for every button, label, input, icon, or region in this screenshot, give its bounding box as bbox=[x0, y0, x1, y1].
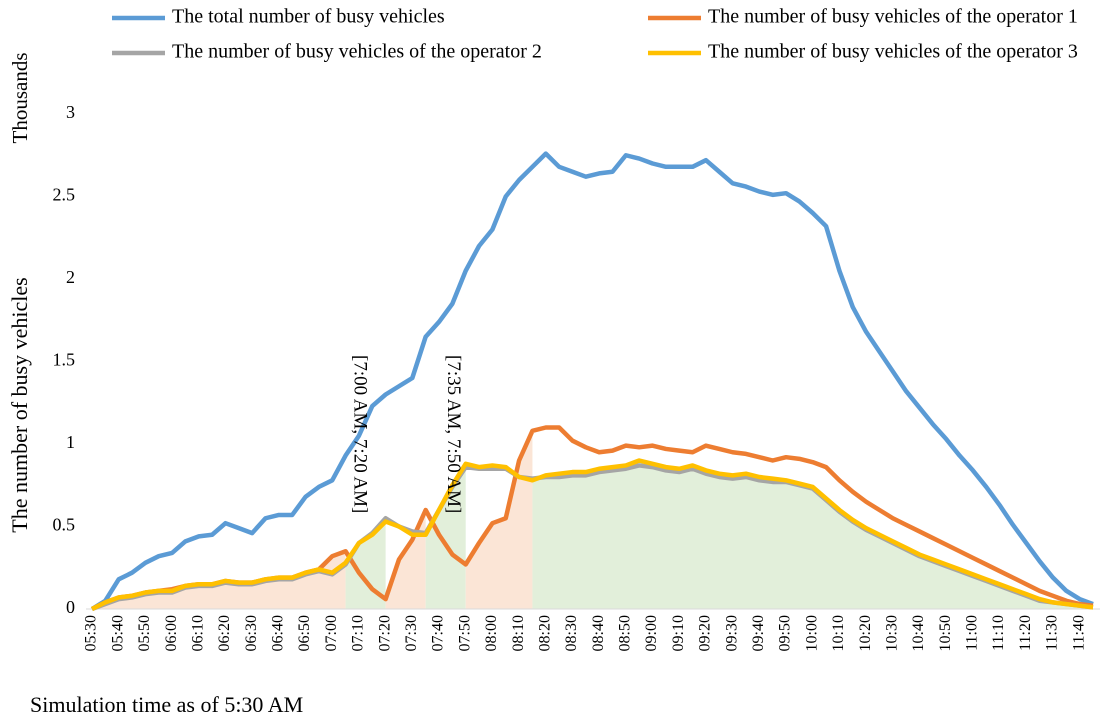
legend-label: The number of busy vehicles of the opera… bbox=[708, 41, 1078, 63]
y-tick-label: 1 bbox=[66, 432, 75, 452]
series-line bbox=[91, 458, 1094, 612]
x-tick-label: 09:30 bbox=[723, 615, 740, 651]
x-tick-label: 11:30 bbox=[1044, 615, 1061, 651]
x-tick-label: 07:50 bbox=[456, 615, 473, 651]
x-tick-label: 07:00 bbox=[323, 615, 340, 651]
x-tick-label: 09:00 bbox=[643, 615, 660, 651]
x-tick-label: 06:30 bbox=[243, 615, 260, 651]
series-line bbox=[90, 151, 1094, 611]
x-tick-label: 05:50 bbox=[136, 615, 153, 651]
x-tick-label: 08:30 bbox=[563, 615, 580, 651]
x-tick-label: 10:00 bbox=[803, 615, 820, 651]
y-tick-label: 0 bbox=[66, 597, 75, 617]
x-tick-label: 10:30 bbox=[883, 615, 900, 651]
legend-label: The total number of busy vehicles bbox=[172, 6, 445, 28]
x-tick-label: 08:10 bbox=[510, 615, 527, 651]
x-tick-label: 11:10 bbox=[990, 615, 1007, 651]
x-tick-label: 11:40 bbox=[1070, 615, 1087, 651]
y-tick-label: 2 bbox=[66, 267, 75, 287]
shaded-region bbox=[532, 460, 1093, 609]
y-unit: Thousands bbox=[8, 53, 32, 144]
x-tick-label: 09:40 bbox=[750, 615, 767, 651]
x-tick-label: 08:20 bbox=[536, 615, 553, 651]
x-tick-label: 09:50 bbox=[777, 615, 794, 651]
x-tick-label: 09:10 bbox=[670, 615, 687, 651]
x-tick-label: 09:20 bbox=[697, 615, 714, 651]
x-tick-label: 06:50 bbox=[296, 615, 313, 651]
legend-label: The number of busy vehicles of the opera… bbox=[172, 41, 542, 63]
x-tick-label: 10:20 bbox=[857, 615, 874, 651]
shaded-region bbox=[345, 521, 386, 609]
shaded-region bbox=[425, 463, 466, 609]
y-axis-title: The number of busy vehicles bbox=[7, 277, 32, 532]
x-tick-label: 07:40 bbox=[430, 615, 447, 651]
x-tick-label: 10:10 bbox=[830, 615, 847, 651]
x-tick-label: 07:10 bbox=[350, 615, 367, 651]
y-tick-label: 2.5 bbox=[53, 185, 76, 205]
y-tick-label: 3 bbox=[66, 102, 75, 122]
y-tick-label: 1.5 bbox=[53, 350, 76, 370]
x-tick-label: 07:20 bbox=[376, 615, 393, 651]
annotation: [7:35 AM, 7:50 AM] bbox=[443, 355, 464, 513]
shaded-region bbox=[92, 551, 346, 609]
x-tick-label: 06:40 bbox=[270, 615, 287, 651]
x-tick-label: 10:40 bbox=[910, 615, 927, 651]
x-tick-label: 05:30 bbox=[83, 615, 100, 651]
x-tick-label: 06:00 bbox=[163, 615, 180, 651]
x-tick-label: 06:10 bbox=[189, 615, 206, 651]
x-tick-label: 11:00 bbox=[964, 615, 981, 651]
x-tick-label: 11:20 bbox=[1017, 615, 1034, 651]
annotation: [7:00 AM, 7:20 AM] bbox=[350, 355, 371, 513]
legend-label: The number of busy vehicles of the opera… bbox=[708, 6, 1078, 28]
x-tick-label: 08:40 bbox=[590, 615, 607, 651]
x-tick-label: 10:50 bbox=[937, 615, 954, 651]
x-tick-label: 07:30 bbox=[403, 615, 420, 651]
x-tick-label: 08:00 bbox=[483, 615, 500, 651]
x-tick-label: 08:50 bbox=[617, 615, 634, 651]
x-axis-title: Simulation time as of 5:30 AM bbox=[30, 692, 303, 717]
y-tick-label: 0.5 bbox=[53, 515, 76, 535]
x-tick-label: 06:20 bbox=[216, 615, 233, 651]
x-tick-label: 05:40 bbox=[109, 615, 126, 651]
